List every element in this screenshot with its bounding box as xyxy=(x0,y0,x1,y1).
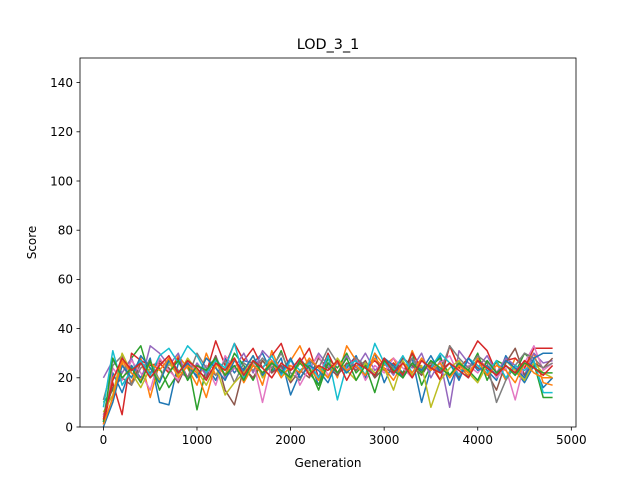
series-line-13 xyxy=(102,357,553,423)
chart-title: LOD_3_1 xyxy=(297,37,360,53)
x-tick-label: 0 xyxy=(100,433,108,447)
series-line-6 xyxy=(102,347,554,415)
x-tick-label: 2000 xyxy=(275,433,306,447)
series-line-7 xyxy=(102,345,554,418)
x-tick-label: 1000 xyxy=(182,433,213,447)
series-line-8 xyxy=(102,345,553,404)
series-layer xyxy=(102,340,554,428)
y-tick-label: 40 xyxy=(58,322,73,336)
y-tick-label: 20 xyxy=(58,371,73,385)
y-tick-label: 60 xyxy=(58,273,73,287)
x-tick-label: 4000 xyxy=(462,433,493,447)
y-tick-label: 80 xyxy=(58,224,73,238)
series-line-4 xyxy=(102,340,553,425)
y-tick-label: 100 xyxy=(50,174,73,188)
y-tick-label: 140 xyxy=(50,76,73,90)
y-axis-label: Score xyxy=(25,226,39,260)
axes-layer: 0 1000 2000 3000 4000 5000 0 20 40 60 80 100 120 140 xyxy=(50,76,587,447)
x-tick-label: 5000 xyxy=(556,433,587,447)
y-tick-label: 120 xyxy=(50,125,73,139)
x-axis-label: Generation xyxy=(295,456,362,470)
series-line-10 xyxy=(102,342,553,408)
plot-frame xyxy=(79,57,577,428)
x-tick-label: 3000 xyxy=(369,433,400,447)
series-line-14 xyxy=(102,354,554,420)
y-tick-label: 0 xyxy=(65,420,73,434)
